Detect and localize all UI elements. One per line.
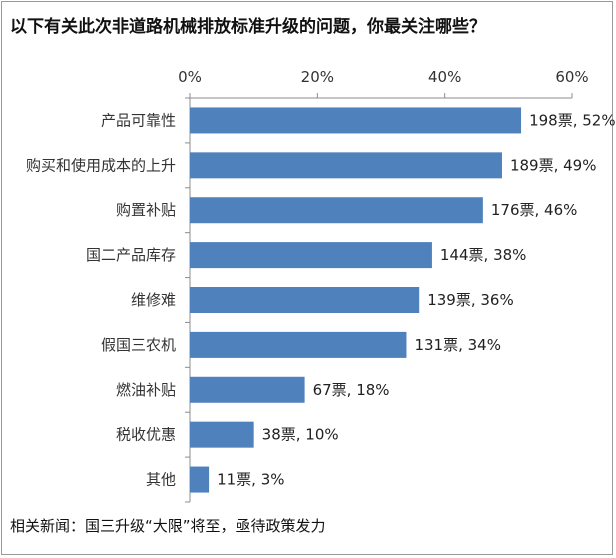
bar	[190, 331, 407, 358]
bar	[190, 197, 483, 224]
data-label: 198票, 52%	[529, 111, 616, 129]
data-label: 11票, 3%	[217, 471, 284, 489]
x-tick-label: 60%	[555, 68, 588, 86]
category-label: 维修难	[131, 291, 176, 309]
category-label: 其他	[146, 471, 176, 489]
bar	[190, 107, 522, 134]
data-label: 176票, 46%	[491, 201, 578, 219]
category-label: 产品可靠性	[101, 111, 176, 129]
category-label: 购买和使用成本的上升	[26, 156, 176, 174]
bar	[190, 466, 210, 493]
category-label: 税收优惠	[116, 426, 176, 444]
bar	[190, 421, 254, 448]
x-tick-label: 40%	[428, 68, 461, 86]
bar	[190, 287, 420, 313]
data-label: 131票, 34%	[414, 336, 501, 354]
related-news-link[interactable]: 相关新闻：国三升级“大限”将至，亟待政策发力	[10, 517, 326, 535]
category-label: 假国三农机	[101, 336, 176, 354]
chart-title: 以下有关此次非道路机械排放标准升级的问题，你最关注哪些？	[10, 17, 486, 37]
data-label: 139票, 36%	[427, 291, 514, 309]
category-label: 燃油补贴	[116, 381, 176, 399]
data-label: 144票, 38%	[440, 246, 527, 264]
data-label: 38票, 10%	[262, 426, 339, 444]
x-tick-label: 0%	[178, 68, 202, 86]
category-label: 国二产品库存	[86, 246, 176, 264]
category-label: 购置补贴	[116, 201, 176, 219]
x-tick-label: 20%	[301, 68, 334, 86]
bar	[190, 152, 502, 179]
data-label: 189票, 49%	[510, 156, 597, 174]
bar	[190, 376, 305, 403]
bar	[190, 242, 432, 269]
data-label: 67票, 18%	[313, 381, 390, 399]
